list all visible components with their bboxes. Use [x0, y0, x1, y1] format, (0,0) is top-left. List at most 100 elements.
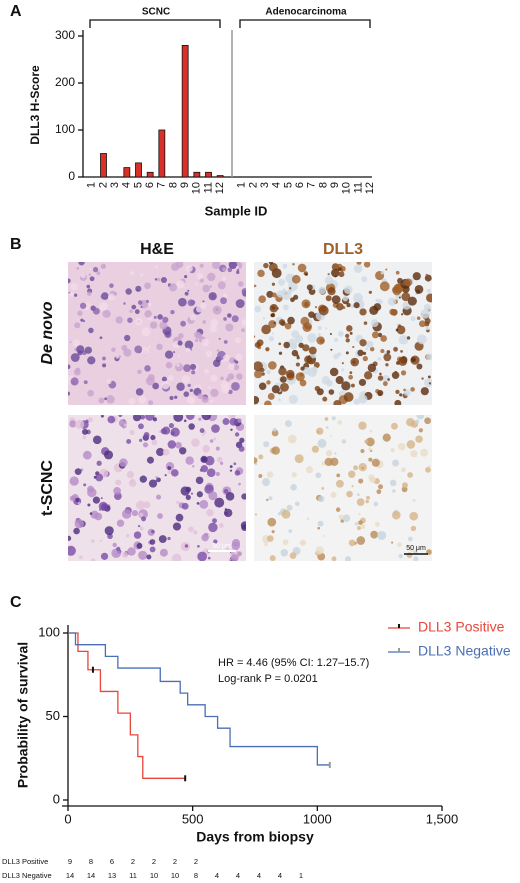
- cell: [176, 280, 185, 289]
- cell: [160, 276, 167, 284]
- cell: [369, 429, 373, 433]
- cell: [333, 337, 339, 343]
- cell: [90, 558, 96, 561]
- cell: [145, 376, 155, 386]
- legend-label: DLL3 Negative: [418, 643, 511, 659]
- cell: [87, 417, 93, 423]
- cell: [164, 474, 167, 477]
- cell: [77, 310, 83, 316]
- cell: [258, 382, 267, 391]
- cell: [295, 334, 304, 343]
- row-label: t-SCNC: [39, 460, 56, 516]
- cell: [329, 367, 339, 377]
- cell: [183, 391, 190, 397]
- cell: [68, 278, 71, 284]
- cell: [189, 388, 193, 392]
- cell: [391, 541, 394, 544]
- cell: [173, 415, 184, 422]
- cell: [199, 468, 203, 472]
- cell: [287, 316, 295, 325]
- cell: [273, 321, 276, 325]
- risk-count: 2: [173, 857, 177, 866]
- cell: [123, 423, 127, 427]
- panel-letter: C: [10, 594, 22, 611]
- cell: [197, 544, 200, 548]
- cell: [206, 468, 216, 477]
- cell: [136, 542, 143, 549]
- cell: [128, 479, 137, 488]
- cell: [297, 263, 307, 273]
- bar: [100, 153, 107, 178]
- cell: [91, 539, 95, 543]
- cell: [102, 363, 107, 368]
- legend-label: DLL3 Positive: [418, 619, 505, 635]
- cell: [241, 288, 246, 295]
- cell: [428, 382, 432, 385]
- cell: [89, 276, 95, 282]
- cell: [222, 276, 227, 281]
- cell: [424, 417, 431, 425]
- x-tick-label: 1000: [303, 811, 332, 826]
- cell: [361, 466, 364, 469]
- risk-count: 13: [108, 871, 116, 880]
- cell: [154, 278, 158, 281]
- cell: [171, 469, 179, 477]
- cell: [254, 370, 263, 379]
- cell: [229, 417, 238, 426]
- cell: [286, 504, 293, 511]
- cell: [74, 468, 82, 476]
- cell: [351, 485, 354, 488]
- cell: [201, 396, 209, 404]
- cell: [341, 368, 345, 372]
- cell: [128, 397, 136, 405]
- cell: [233, 462, 237, 466]
- cell: [171, 262, 180, 272]
- cell: [356, 526, 362, 531]
- cell: [301, 299, 311, 309]
- cell: [203, 368, 209, 374]
- cell: [172, 350, 176, 354]
- cell: [223, 317, 227, 321]
- bar: [135, 162, 142, 178]
- cell: [342, 514, 351, 523]
- cell: [257, 269, 265, 278]
- x-tick-label: 4: [121, 182, 133, 188]
- panel-letter: A: [10, 3, 22, 20]
- cell: [199, 428, 205, 433]
- x-tick-label: 11: [352, 182, 364, 193]
- x-tick-label: 9: [179, 182, 191, 188]
- cell: [410, 387, 415, 392]
- x-tick-label: 2: [97, 182, 109, 188]
- cell: [157, 314, 163, 320]
- cell: [237, 418, 242, 423]
- cell: [363, 262, 371, 268]
- cell: [152, 417, 157, 422]
- cell: [102, 356, 106, 361]
- cell: [294, 501, 300, 507]
- group-label: Adenocarcinoma: [265, 7, 347, 18]
- cell: [68, 391, 71, 396]
- cell: [227, 415, 236, 419]
- cell: [183, 364, 191, 373]
- axis-line: [82, 30, 372, 178]
- cell: [161, 380, 170, 390]
- cell: [368, 447, 372, 451]
- cell: [278, 342, 282, 346]
- cell: [343, 392, 354, 402]
- cell: [359, 339, 367, 347]
- cell: [200, 455, 208, 464]
- cell: [225, 491, 235, 501]
- cell: [70, 377, 79, 386]
- cell: [138, 395, 147, 404]
- cell: [161, 376, 167, 382]
- cell: [124, 334, 131, 342]
- x-tick-label: 10: [191, 182, 203, 194]
- cell: [365, 499, 369, 504]
- cell: [342, 295, 349, 302]
- cell: [115, 479, 122, 486]
- cell: [180, 392, 183, 395]
- cell: [420, 448, 429, 457]
- cell: [428, 465, 431, 468]
- cell: [215, 471, 221, 477]
- cell: [106, 379, 112, 385]
